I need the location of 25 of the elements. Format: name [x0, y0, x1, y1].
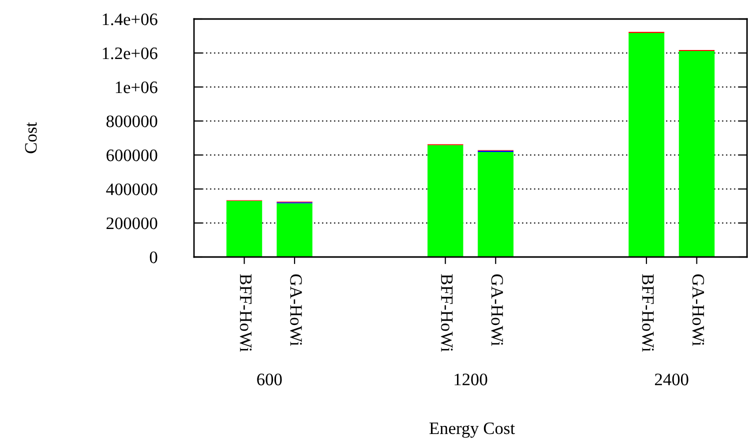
y-tick-label: 400000 [106, 183, 158, 196]
y-tick-label: 200000 [106, 217, 158, 230]
y-tick-label: 0 [150, 251, 158, 264]
y-tick-label: 800000 [106, 115, 158, 128]
x-axis-title: Energy Cost [429, 422, 515, 438]
bar [428, 145, 464, 257]
x-tick-label: BFF-HoWi [240, 274, 252, 352]
y-tick-label: 1e+06 [116, 81, 158, 94]
y-tick-label: 600000 [106, 149, 158, 162]
bar [628, 32, 664, 257]
text: 2400 [654, 374, 688, 386]
y-tick-label: 1.4e+06 [102, 13, 158, 26]
bar [276, 203, 312, 257]
x-tick-label: GA-HoWi [290, 274, 302, 346]
text: 600 [257, 374, 282, 386]
text: 1200 [454, 374, 488, 386]
y-axis-title: Cost [25, 122, 37, 154]
x-tick-label: BFF-HoWi [440, 274, 453, 352]
bar [226, 200, 262, 257]
bar [678, 50, 715, 257]
x-tick-label: GA-HoWi [692, 274, 704, 346]
bar [478, 152, 514, 257]
y-tick-label: 1.2e+06 [102, 47, 158, 60]
x-tick-label: GA-HoWi [491, 274, 503, 346]
x-tick-label: BFF-HoWi [642, 274, 654, 352]
